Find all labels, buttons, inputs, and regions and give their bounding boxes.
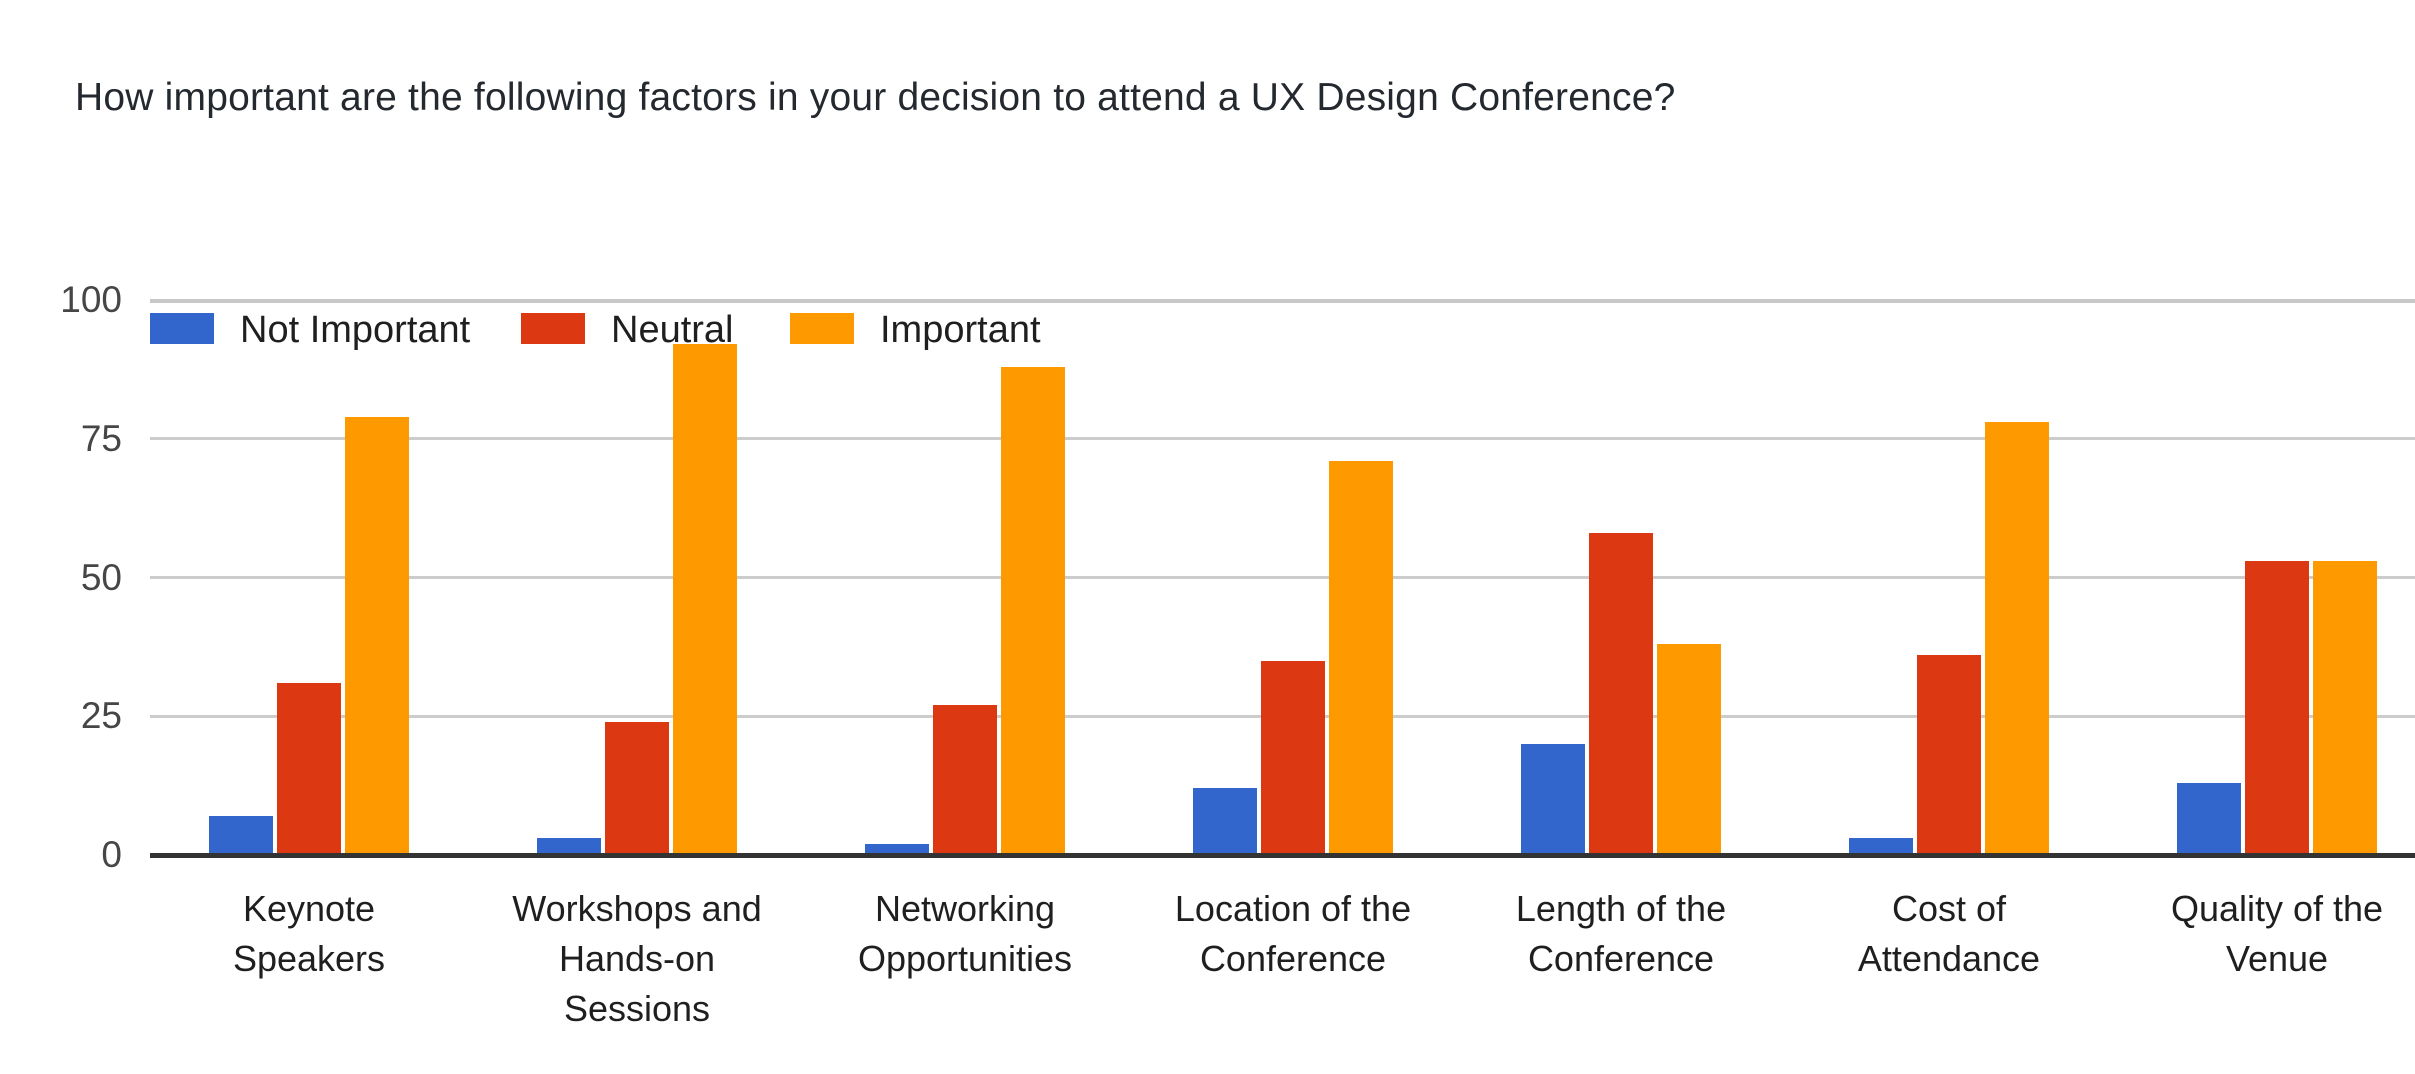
bar-important-cost-of-attendance[interactable] — [1985, 422, 2049, 855]
bar-not-important-workshops-and-hands-on-sessions[interactable] — [537, 838, 601, 855]
gridline-100 — [150, 298, 2415, 303]
bar-not-important-networking-opportunities[interactable] — [865, 844, 929, 855]
gridline-75 — [150, 437, 2415, 441]
bar-neutral-cost-of-attendance[interactable] — [1917, 655, 1981, 855]
x-label-length-of-the-conference: Length of the Conference — [1515, 888, 1727, 979]
y-tick-label-75: 75 — [80, 417, 122, 459]
x-label-cost-of-attendance: Cost of Attendance — [1857, 888, 2041, 979]
legend-label-not-important: Not Important — [240, 309, 471, 351]
bar-not-important-keynote-speakers[interactable] — [209, 816, 273, 855]
bar-neutral-length-of-the-conference[interactable] — [1589, 533, 1653, 855]
y-tick-label-100: 100 — [60, 279, 122, 320]
bar-important-keynote-speakers[interactable] — [345, 417, 409, 855]
bar-neutral-workshops-and-hands-on-sessions[interactable] — [605, 722, 669, 855]
bar-not-important-quality-of-the-venue[interactable] — [2177, 783, 2241, 855]
legend-label-important: Important — [880, 309, 1041, 351]
x-label-networking-opportunities: Networking Opportunities — [857, 888, 1073, 979]
legend-swatch-important — [790, 313, 854, 344]
bar-not-important-location-of-the-conference[interactable] — [1193, 788, 1257, 855]
y-tick-label-50: 50 — [80, 556, 122, 598]
legend-swatch-neutral — [521, 313, 585, 344]
x-label-location-of-the-conference: Location of the Conference — [1174, 888, 1412, 979]
x-label-keynote-speakers: Keynote Speakers — [232, 888, 386, 979]
y-tick-label-25: 25 — [80, 695, 122, 737]
y-tick-label-0: 0 — [101, 834, 122, 875]
gridline-50 — [150, 576, 2415, 579]
legend-label-neutral: Neutral — [611, 309, 734, 351]
bar-important-workshops-and-hands-on-sessions[interactable] — [673, 344, 737, 855]
x-axis-line — [150, 853, 2415, 858]
bar-important-networking-opportunities[interactable] — [1001, 367, 1065, 855]
bar-important-location-of-the-conference[interactable] — [1329, 461, 1393, 855]
bar-neutral-networking-opportunities[interactable] — [933, 705, 997, 855]
bar-neutral-quality-of-the-venue[interactable] — [2245, 561, 2309, 855]
bar-neutral-location-of-the-conference[interactable] — [1261, 661, 1325, 855]
x-label-quality-of-the-venue: Quality of the Venue — [2170, 888, 2384, 979]
chart-title: How important are the following factors … — [75, 76, 1676, 119]
legend-swatch-not-important — [150, 313, 214, 344]
bar-important-quality-of-the-venue[interactable] — [2313, 561, 2377, 855]
bar-not-important-cost-of-attendance[interactable] — [1849, 838, 1913, 855]
bar-neutral-keynote-speakers[interactable] — [277, 683, 341, 855]
x-label-workshops-and-hands-on-sessions: Workshops and Hands-on Sessions — [512, 888, 762, 1029]
bar-not-important-length-of-the-conference[interactable] — [1521, 744, 1585, 855]
bar-important-length-of-the-conference[interactable] — [1657, 644, 1721, 855]
